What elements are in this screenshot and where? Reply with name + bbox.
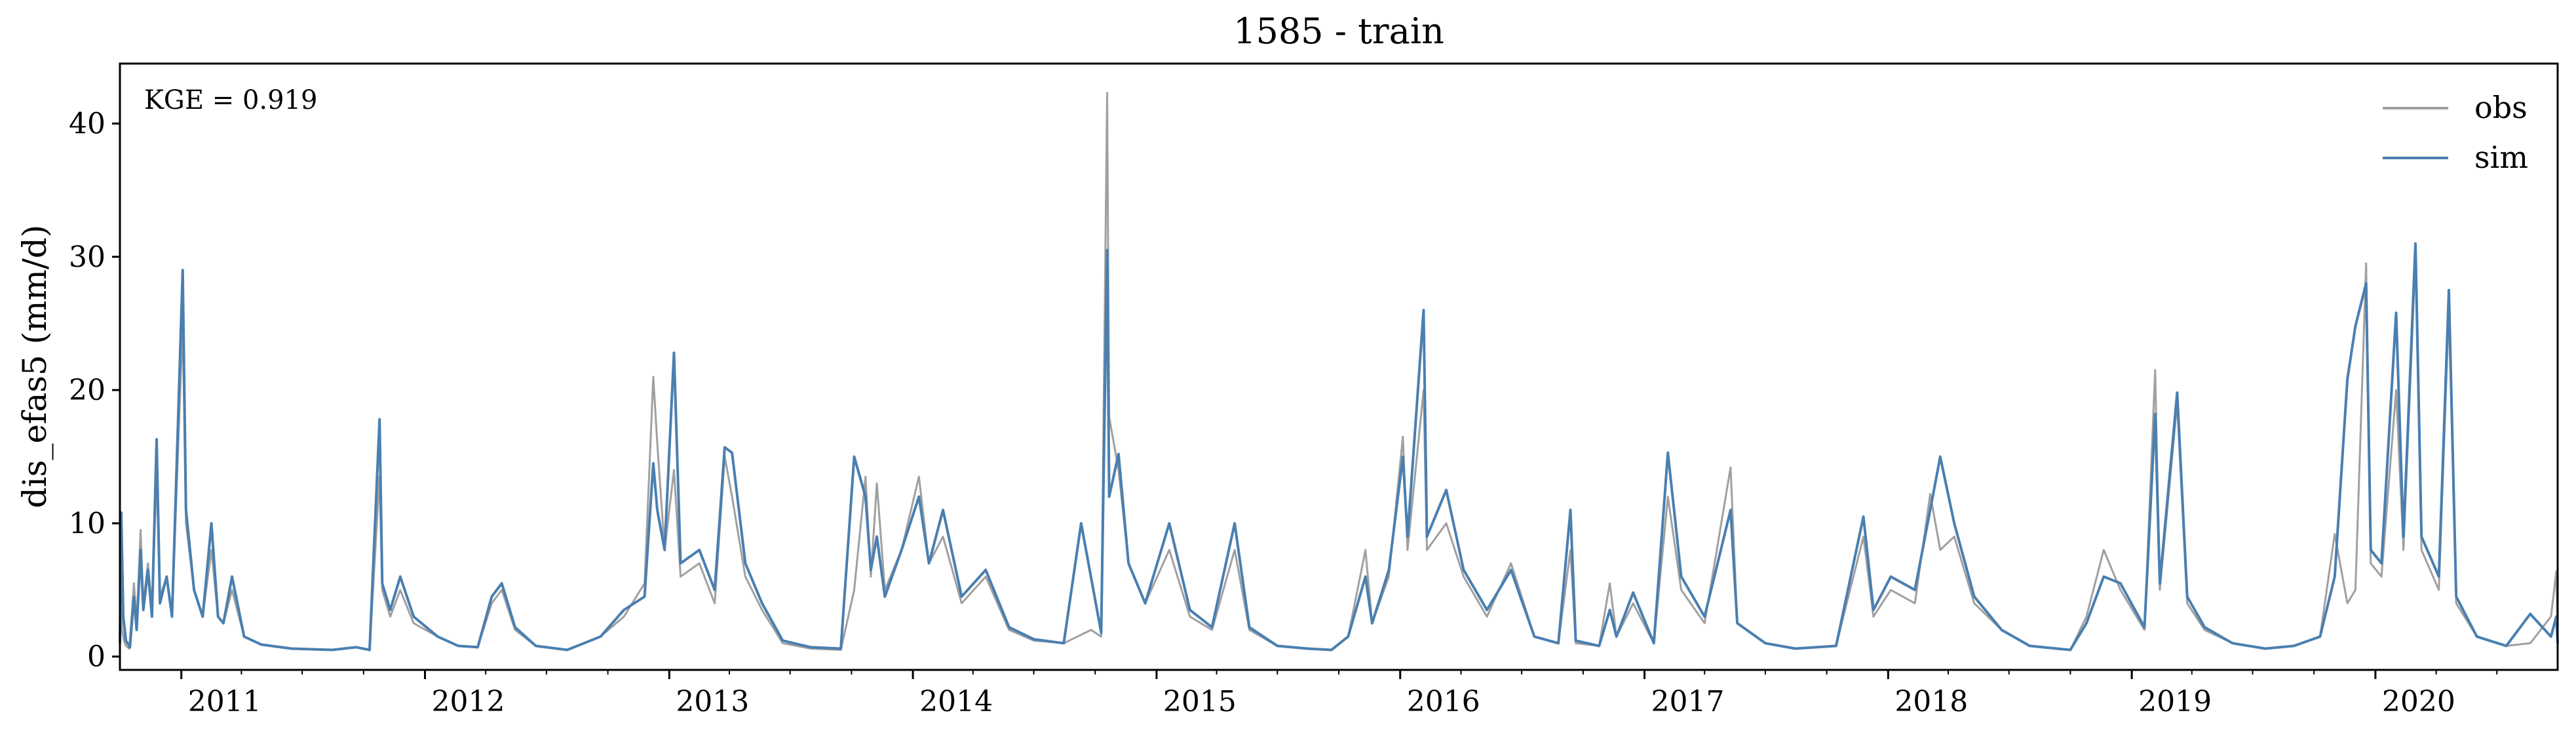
x-tick-label: 2016 <box>1407 685 1480 718</box>
legend-label-obs: obs <box>2474 90 2528 125</box>
y-axis-label: dis_efas5 (mm/d) <box>16 225 54 509</box>
series-line-sim <box>119 242 2559 652</box>
legend-label-sim: sim <box>2474 140 2528 175</box>
plot-frame <box>119 62 2559 671</box>
ticks-layer: 0 10 20 30 40 2011 2012 2013 2014 2015 2016 2017 201… <box>69 107 2498 718</box>
series-layer <box>119 92 2559 652</box>
y-tick-label: 0 <box>87 640 106 674</box>
legend: obs sim <box>2383 90 2528 175</box>
x-tick-label: 2019 <box>2138 685 2212 718</box>
y-tick-label: 30 <box>69 241 106 274</box>
x-tick-label: 2014 <box>919 685 993 718</box>
series-line-obs <box>119 92 2559 651</box>
x-tick-label: 2012 <box>432 685 505 718</box>
y-tick-label: 20 <box>69 374 106 407</box>
axes-layer <box>119 62 2559 671</box>
kge-annotation: KGE = 0.919 <box>144 85 318 115</box>
x-tick-label: 2018 <box>1894 685 1968 718</box>
chart-title: 1585 - train <box>1233 10 1444 52</box>
x-tick-label: 2011 <box>188 685 261 718</box>
x-tick-label: 2020 <box>2382 685 2455 718</box>
y-tick-label: 40 <box>69 107 106 140</box>
x-tick-label: 2013 <box>676 685 749 718</box>
x-tick-label: 2015 <box>1163 685 1237 718</box>
x-tick-label: 2017 <box>1651 685 1725 718</box>
y-tick-label: 10 <box>69 507 106 540</box>
